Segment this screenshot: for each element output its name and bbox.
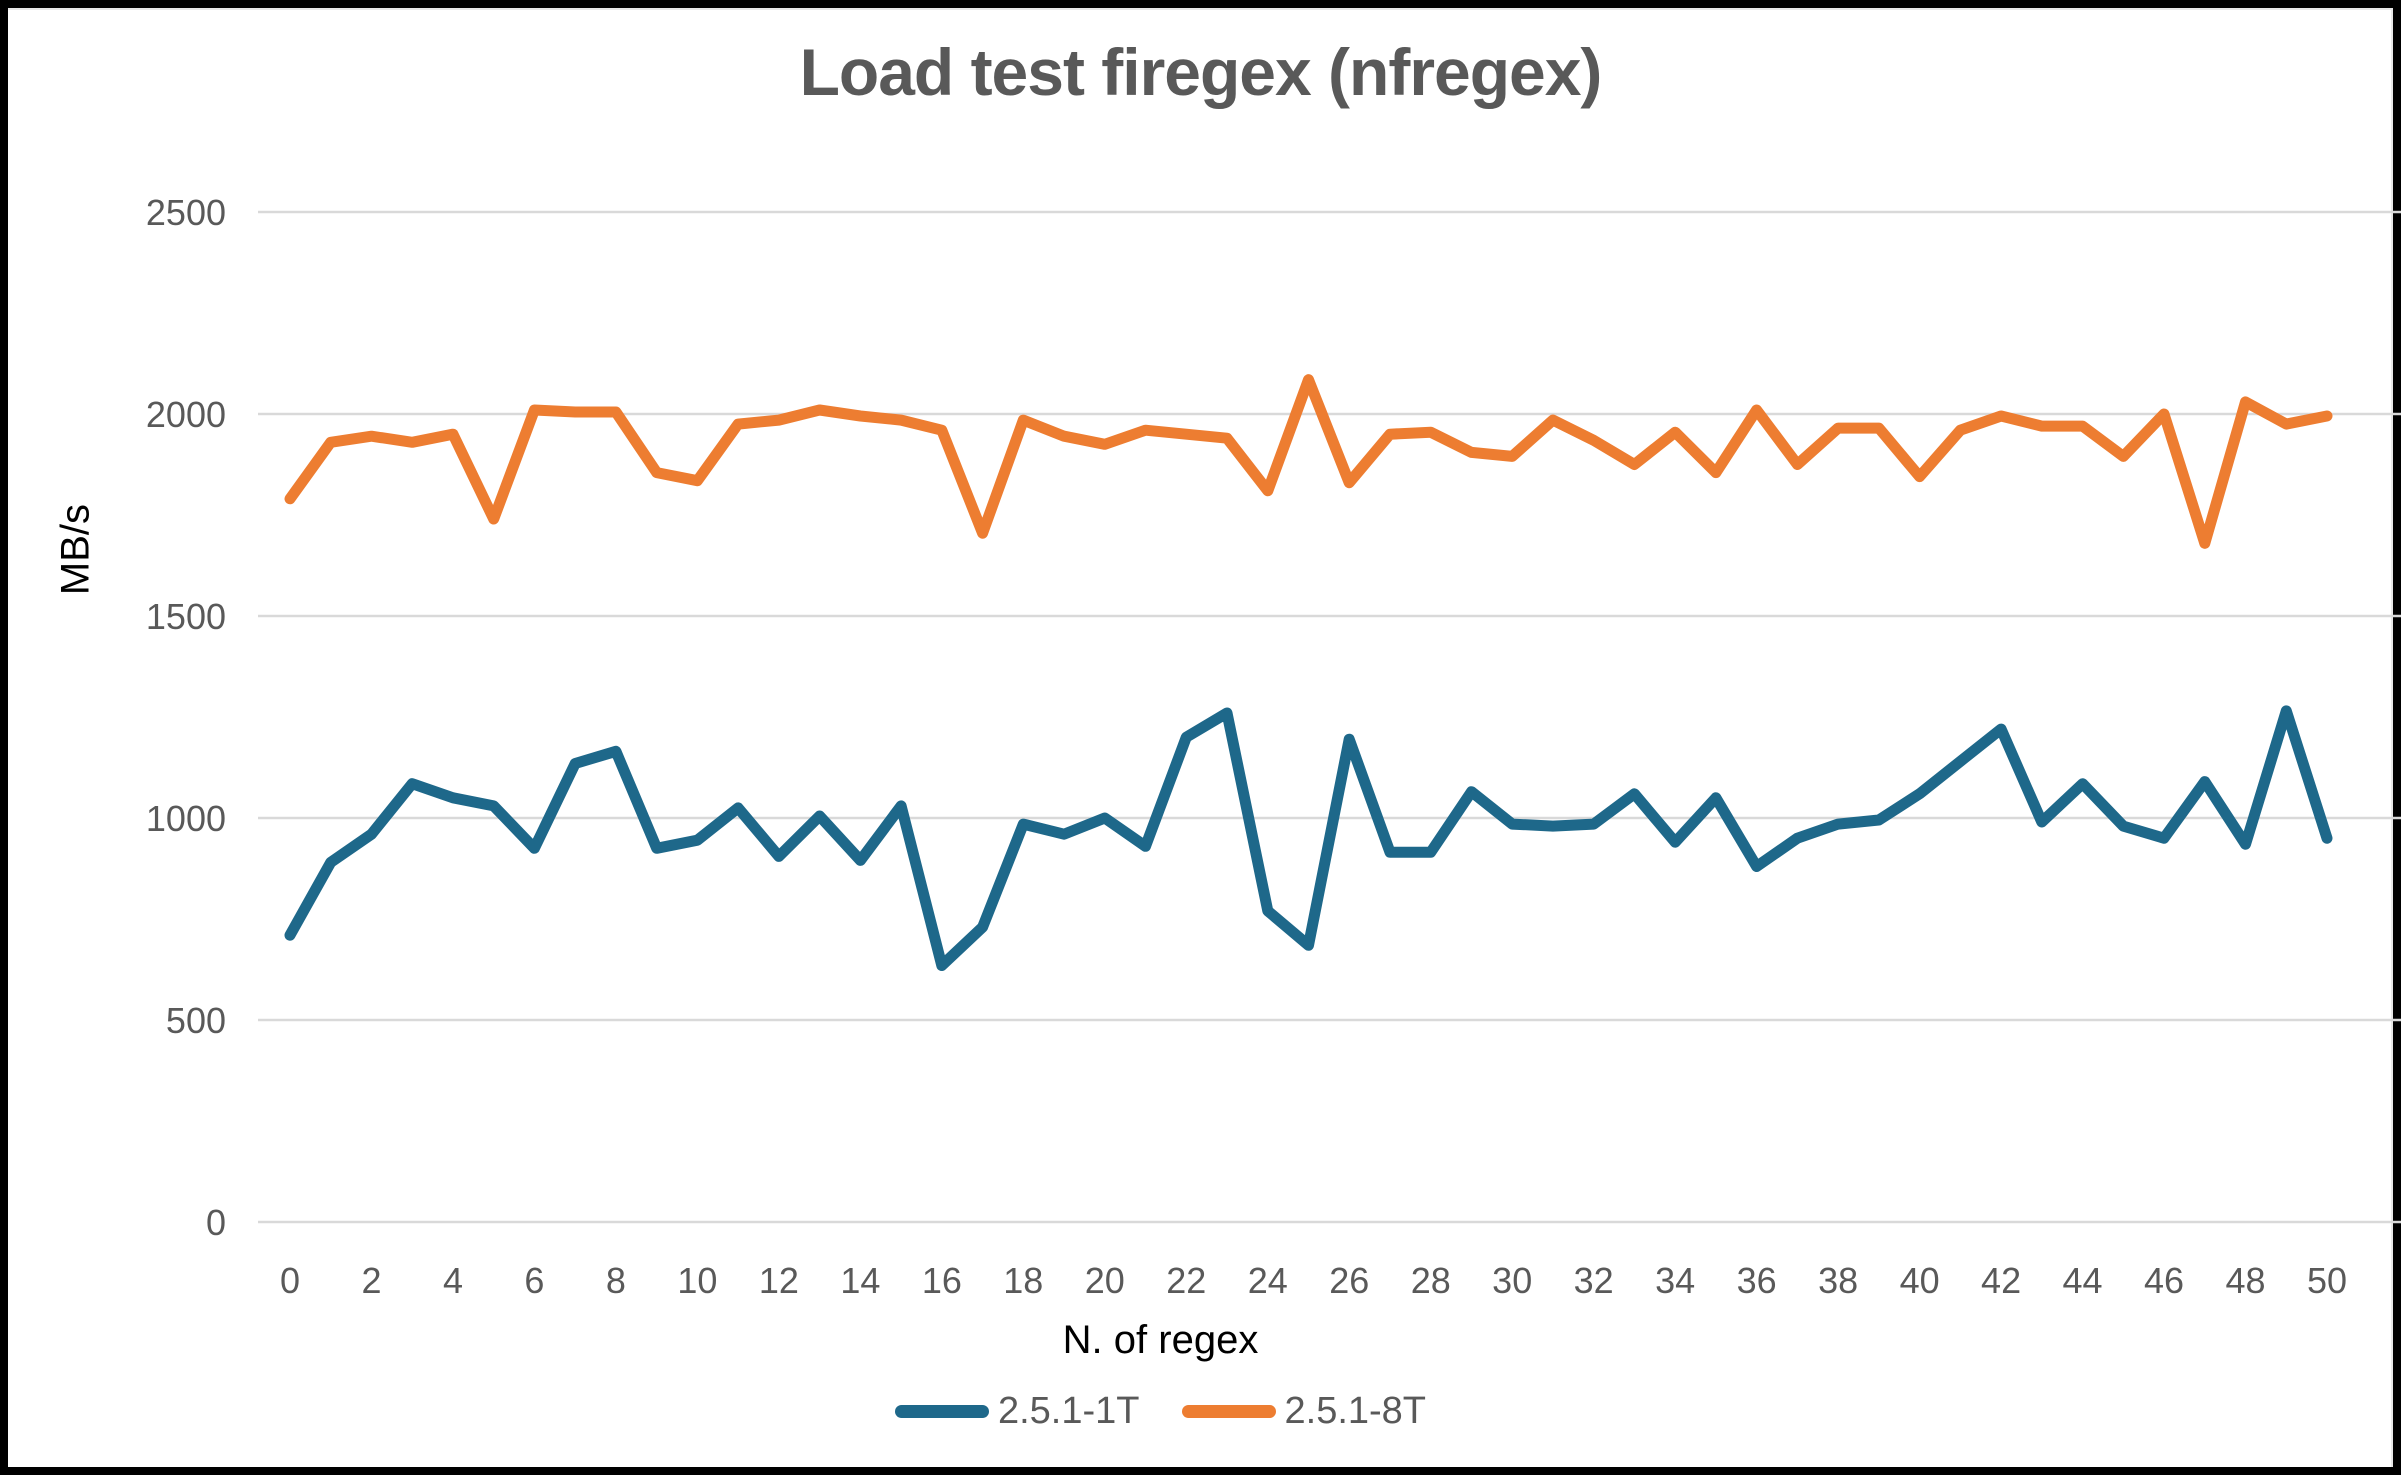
x-tick-label-22: 22 xyxy=(1166,1260,1206,1301)
chart-title: Load test firegex (nfregex) xyxy=(799,35,1603,109)
legend-item-1t: 2.5.1-1T xyxy=(894,1390,1140,1433)
y-tick-label-0: 0 xyxy=(206,1202,226,1243)
x-tick-label-2: 2 xyxy=(361,1260,381,1301)
x-tick-label-48: 48 xyxy=(2225,1260,2265,1301)
series-line-2.5.1-8T xyxy=(284,374,2333,549)
x-tick-label-44: 44 xyxy=(2063,1260,2103,1301)
x-tick-label-30: 30 xyxy=(1492,1260,1532,1301)
x-tick-label-0: 0 xyxy=(280,1260,300,1301)
legend: 2.5.1-1T 2.5.1-8T xyxy=(8,1390,2313,1433)
legend-swatch-1t-icon xyxy=(894,1405,989,1418)
x-tick-label-10: 10 xyxy=(677,1260,717,1301)
legend-swatch-8t-icon xyxy=(1181,1405,1276,1418)
x-tick-label-42: 42 xyxy=(1981,1260,2021,1301)
y-tick-label-2000: 2000 xyxy=(146,394,226,435)
x-axis-title: N. of regex xyxy=(1062,1318,1259,1362)
y-tick-label-2500: 2500 xyxy=(146,192,226,233)
y-tick-label-1000: 1000 xyxy=(146,798,226,839)
x-tick-label-8: 8 xyxy=(606,1260,626,1301)
x-tick-label-32: 32 xyxy=(1574,1260,1614,1301)
y-axis-title: MB/s xyxy=(53,503,98,596)
y-tick-label-500: 500 xyxy=(166,1000,226,1041)
x-tick-label-20: 20 xyxy=(1085,1260,1125,1301)
legend-label-8t: 2.5.1-8T xyxy=(1284,1390,1427,1432)
x-tick-label-12: 12 xyxy=(759,1260,799,1301)
series-line-2.5.1-1T xyxy=(284,705,2333,971)
x-tick-label-36: 36 xyxy=(1737,1260,1777,1301)
x-tick-label-46: 46 xyxy=(2144,1260,2184,1301)
x-tick-label-38: 38 xyxy=(1818,1260,1858,1301)
x-tick-label-50: 50 xyxy=(2307,1260,2347,1301)
x-tick-label-4: 4 xyxy=(443,1260,463,1301)
legend-label-1t: 2.5.1-1T xyxy=(997,1390,1140,1432)
x-tick-label-26: 26 xyxy=(1329,1260,1369,1301)
x-tick-label-16: 16 xyxy=(922,1260,962,1301)
y-tick-label-1500: 1500 xyxy=(146,596,226,637)
x-tick-label-18: 18 xyxy=(1003,1260,1043,1301)
x-tick-label-34: 34 xyxy=(1655,1260,1695,1301)
x-tick-label-24: 24 xyxy=(1248,1260,1288,1301)
x-tick-label-28: 28 xyxy=(1411,1260,1451,1301)
legend-item-8t: 2.5.1-8T xyxy=(1181,1390,1427,1433)
x-tick-label-40: 40 xyxy=(1900,1260,1940,1301)
x-tick-label-6: 6 xyxy=(524,1260,544,1301)
x-tick-label-14: 14 xyxy=(840,1260,880,1301)
